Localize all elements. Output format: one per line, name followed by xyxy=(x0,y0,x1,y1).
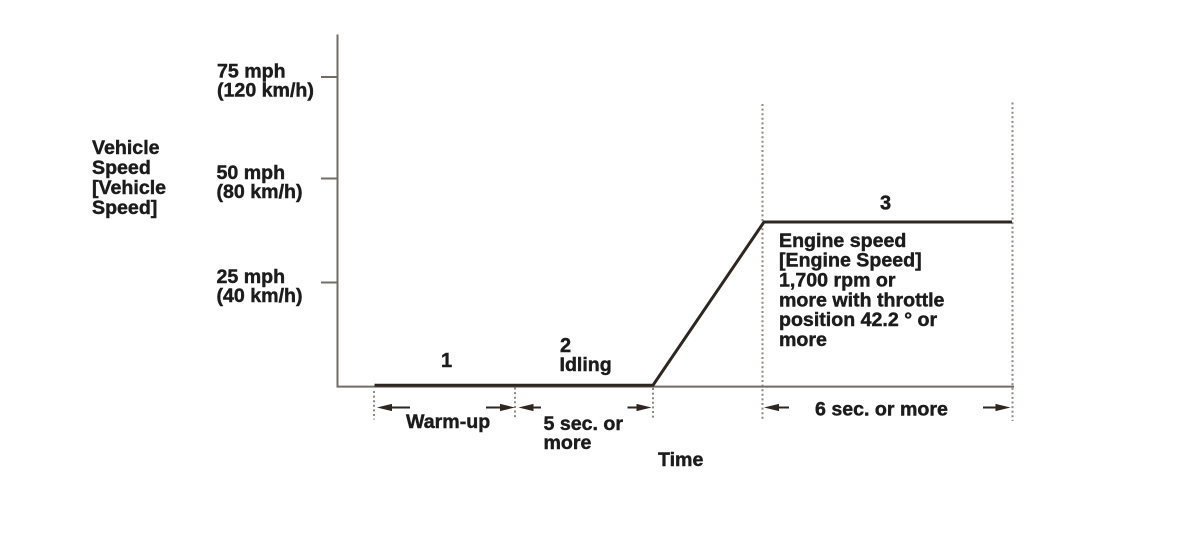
svg-text:Speed]: Speed] xyxy=(92,197,157,219)
svg-text:more with throttle: more with throttle xyxy=(779,289,945,311)
svg-text:Time: Time xyxy=(658,449,703,471)
svg-text:more: more xyxy=(544,432,592,454)
svg-text:1: 1 xyxy=(441,350,452,372)
svg-text:75 mph: 75 mph xyxy=(217,60,286,82)
svg-text:2: 2 xyxy=(560,335,571,357)
svg-text:50 mph: 50 mph xyxy=(217,162,286,184)
svg-text:more: more xyxy=(779,329,827,351)
svg-text:(80 km/h): (80 km/h) xyxy=(217,181,303,203)
svg-text:[Vehicle: [Vehicle xyxy=(92,177,166,199)
svg-text:3: 3 xyxy=(880,193,891,215)
svg-text:Warm-up: Warm-up xyxy=(406,411,490,433)
svg-text:Engine speed: Engine speed xyxy=(779,230,906,252)
svg-text:(120 km/h): (120 km/h) xyxy=(217,79,314,101)
svg-text:Vehicle: Vehicle xyxy=(92,137,160,159)
svg-text:position 42.2 ° or: position 42.2 ° or xyxy=(779,309,937,331)
svg-text:Speed: Speed xyxy=(92,157,151,179)
svg-text:25 mph: 25 mph xyxy=(217,266,286,288)
svg-text:(40 km/h): (40 km/h) xyxy=(217,285,303,307)
svg-text:6 sec. or more: 6 sec. or more xyxy=(815,399,948,421)
svg-text:[Engine Speed]: [Engine Speed] xyxy=(779,250,922,272)
svg-text:1,700 rpm or: 1,700 rpm or xyxy=(779,270,896,292)
svg-text:Idling: Idling xyxy=(560,354,612,376)
svg-text:5 sec. or: 5 sec. or xyxy=(544,413,624,435)
